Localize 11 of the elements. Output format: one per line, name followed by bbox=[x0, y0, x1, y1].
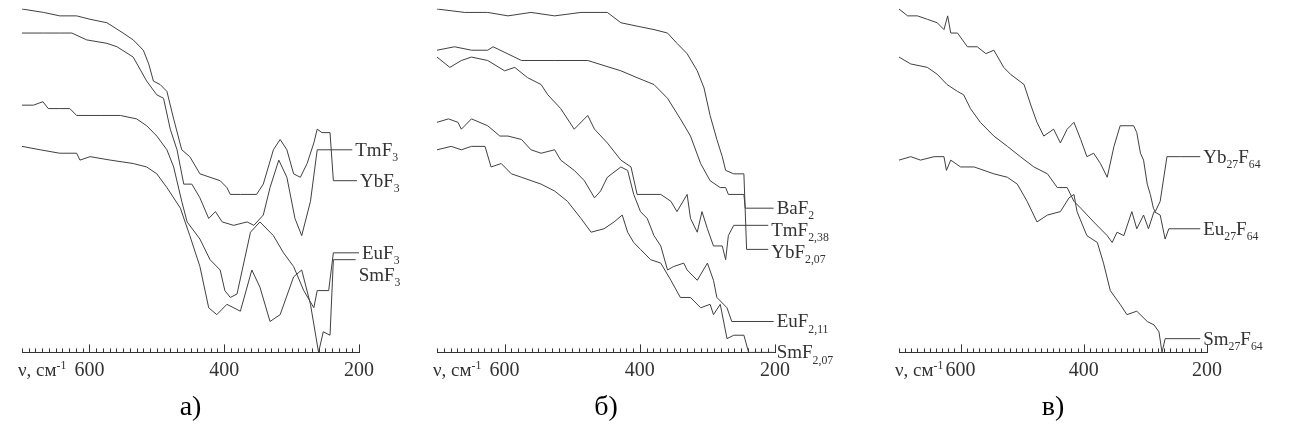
x-tick-label: 600 bbox=[945, 357, 976, 380]
x-tick-label: 600 bbox=[489, 357, 520, 380]
x-tick-label: 600 bbox=[74, 357, 105, 380]
x-tick-label: 400 bbox=[624, 357, 655, 380]
text: в) bbox=[1041, 389, 1065, 421]
text: а) bbox=[179, 389, 202, 421]
x-tick-label: 400 bbox=[209, 357, 240, 380]
x-tick-label: 200 bbox=[1192, 357, 1222, 380]
text: б) bbox=[594, 389, 618, 421]
x-tick-label: 400 bbox=[1068, 357, 1099, 380]
x-tick-label: 200 bbox=[344, 357, 374, 380]
